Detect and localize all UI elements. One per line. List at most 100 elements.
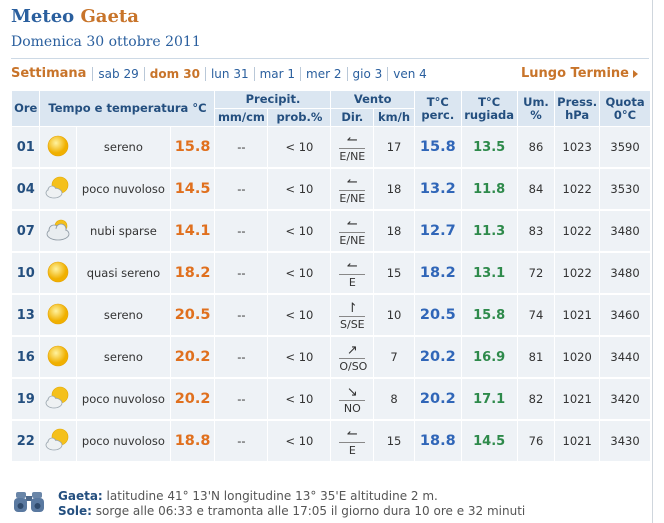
col-vento-dir: Dir.: [330, 108, 375, 127]
wind-dir-cell: ↘ NO: [330, 377, 375, 421]
pressure: 1021: [554, 293, 601, 337]
dew-point: 13.5: [460, 126, 518, 169]
wind-dir-cell: ↾ S/SE: [330, 293, 375, 337]
table-row: 07 nubi sparse 14.1 -- < 10 ↼ E/NE 18 12.7 11.3 83…: [10, 209, 651, 253]
pressure: 1022: [554, 251, 601, 295]
wind-arrow-icon: ↼: [346, 258, 358, 274]
wind-arrow-icon: ↼: [346, 132, 358, 148]
wind-speed: 7: [373, 335, 415, 379]
col-precip-prob: prob.%: [267, 108, 332, 127]
hour-cell: 01: [10, 126, 41, 169]
hour-cell: 19: [10, 377, 41, 421]
hour-cell: 13: [10, 293, 41, 337]
humidity: 81: [516, 335, 556, 379]
dew-point: 13.1: [460, 251, 518, 295]
weather-desc: sereno: [76, 335, 171, 379]
day-link[interactable]: mar 1: [253, 66, 300, 81]
wind-direction: E: [339, 273, 366, 289]
col-vento-kmh: km/h: [373, 108, 415, 127]
sun-cloud-icon: [39, 419, 78, 463]
wind-direction: O/SO: [339, 357, 368, 373]
temperature: 14.5: [169, 167, 216, 211]
day-link-active[interactable]: dom 30: [143, 66, 205, 81]
day-link[interactable]: lun 31: [204, 66, 254, 81]
freezing-level: 3530: [599, 167, 651, 211]
wind-dir-cell: ↗ O/SO: [330, 335, 375, 379]
col-ore: Ore: [10, 90, 41, 127]
weather-desc: quasi sereno: [76, 251, 171, 295]
freezing-level: 3480: [599, 209, 651, 253]
perceived-temp: 15.8: [413, 126, 462, 169]
day-link[interactable]: gio 3: [346, 66, 388, 81]
arrow-right-icon: [633, 69, 638, 78]
perceived-temp: 13.2: [413, 167, 462, 211]
wind-direction: E/NE: [339, 231, 366, 247]
table-row: 04 poco nuvoloso 14.5 -- < 10 ↼ E/NE 18 13.2 11.8…: [10, 167, 651, 211]
long-term-label[interactable]: Lungo Termine: [521, 66, 629, 81]
temperature: 20.2: [169, 335, 216, 379]
precip-prob: < 10: [267, 377, 332, 421]
humidity: 82: [516, 377, 556, 421]
dew-point: 11.3: [460, 209, 518, 253]
sun-icon: [39, 335, 78, 379]
wind-direction: S/SE: [339, 315, 366, 331]
col-vento: Vento: [330, 90, 415, 109]
wind-arrow-icon: ↗: [346, 342, 358, 358]
pressure: 1021: [554, 419, 601, 463]
wind-direction: NO: [339, 399, 366, 415]
freezing-level: 3430: [599, 419, 651, 463]
hour-cell: 10: [10, 251, 41, 295]
wind-dir-cell: ↼ E: [330, 419, 375, 463]
col-quota: Quota 0°C: [599, 90, 651, 127]
wind-speed: 17: [373, 126, 415, 169]
footer-city-info: latitudine 41° 13'N longitudine 13° 35'E…: [106, 489, 438, 503]
humidity: 72: [516, 251, 556, 295]
day-link[interactable]: ven 4: [387, 66, 432, 81]
humidity: 84: [516, 167, 556, 211]
table-row: 19 poco nuvoloso 20.2 -- < 10 ↘ NO 8 20.2 17.1 82 1…: [10, 377, 651, 421]
perceived-temp: 20.5: [413, 293, 462, 337]
weather-desc: nubi sparse: [76, 209, 171, 253]
table-row: 13 sereno 20.5 -- < 10 ↾ S/SE 10 20.5 15.8 74 1021 3…: [10, 293, 651, 337]
humidity: 76: [516, 419, 556, 463]
hour-cell: 16: [10, 335, 41, 379]
perceived-temp: 12.7: [413, 209, 462, 253]
sun-cloud-icon: [39, 377, 78, 421]
long-term-link[interactable]: Lungo Termine: [521, 66, 638, 81]
wind-direction: E/NE: [339, 147, 366, 163]
day-link[interactable]: sab 29: [92, 66, 143, 81]
day-link[interactable]: mer 2: [300, 66, 346, 81]
temperature: 20.2: [169, 377, 216, 421]
hour-cell: 07: [10, 209, 41, 253]
precip-mm: --: [214, 377, 269, 421]
table-row: 01 sereno 15.8 -- < 10 ↼ E/NE 17 15.8 13.5 86 1023 3…: [10, 126, 651, 169]
city-name: Gaeta: [80, 6, 139, 27]
table-row: 10 quasi sereno 18.2 -- < 10 ↼ E 15 18.2 13.1 72 10…: [10, 251, 651, 295]
sun-icon: [39, 251, 78, 295]
col-rugiada: T°C rugiada: [460, 90, 518, 127]
freezing-level: 3590: [599, 126, 651, 169]
wind-direction: E: [339, 441, 366, 457]
precip-prob: < 10: [267, 293, 332, 337]
col-umid: Um. %: [516, 90, 556, 127]
week-label[interactable]: Settimana: [11, 66, 87, 81]
weather-desc: poco nuvoloso: [76, 167, 171, 211]
precip-prob: < 10: [267, 167, 332, 211]
right-border: [652, 0, 653, 523]
precip-prob: < 10: [267, 335, 332, 379]
col-precip-mm: mm/cm: [214, 108, 269, 127]
wind-speed: 8: [373, 377, 415, 421]
cloud-icon: [39, 209, 78, 253]
wind-direction: E/NE: [339, 189, 366, 205]
freezing-level: 3420: [599, 377, 651, 421]
footer-sun-label: Sole:: [58, 504, 92, 518]
week-nav: Settimana sab 29 dom 30 lun 31 mar 1 mer…: [11, 66, 432, 81]
wind-arrow-icon: ↼: [346, 216, 358, 232]
current-date: Domenica 30 ottobre 2011: [11, 34, 201, 50]
weather-desc: sereno: [76, 126, 171, 169]
freezing-level: 3440: [599, 335, 651, 379]
perceived-temp: 20.2: [413, 377, 462, 421]
humidity: 83: [516, 209, 556, 253]
precip-prob: < 10: [267, 419, 332, 463]
